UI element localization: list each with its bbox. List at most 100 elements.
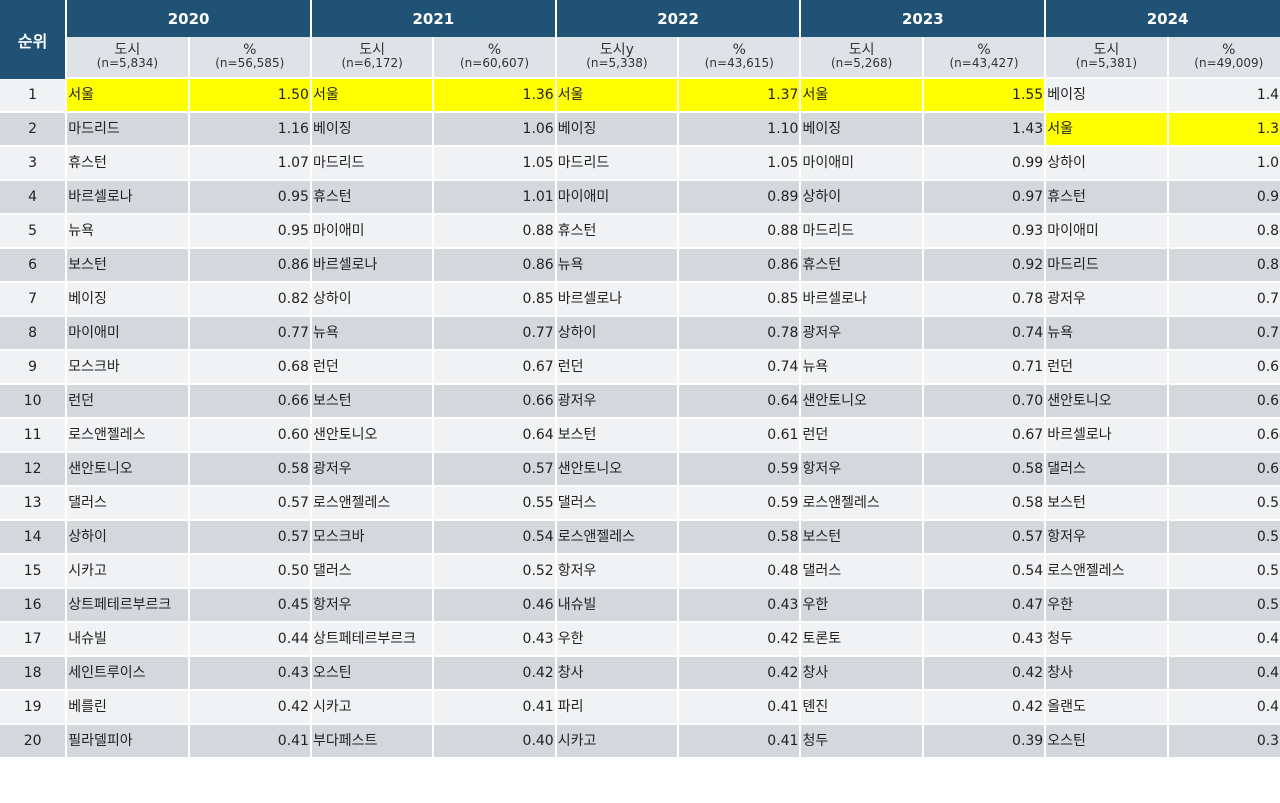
pct-cell: 0.41	[679, 691, 800, 725]
pct-cell: 0.64	[434, 419, 555, 453]
city-cell: 뉴욕	[1046, 317, 1167, 351]
city-cell: 댈러스	[556, 487, 678, 521]
year-header-2022: 2022	[556, 0, 800, 37]
pct-cell: 0.56	[1168, 555, 1280, 589]
pct-cell: 0.88	[679, 215, 800, 249]
pct-cell: 0.60	[189, 419, 310, 453]
pct-cell: 0.46	[1168, 657, 1280, 691]
rank-cell: 19	[0, 691, 66, 725]
pct-cell: 0.56	[1168, 521, 1280, 555]
pct-sample-size: (n=43,615)	[704, 56, 774, 70]
city-cell: 뉴욕	[67, 215, 188, 249]
city-cell: 파리	[556, 691, 678, 725]
city-cell: 상하이	[801, 181, 922, 215]
city-cell: 우한	[801, 589, 922, 623]
city-cell: 베이징	[801, 113, 922, 147]
pct-subheader-2023: % (n=43,427)	[923, 37, 1045, 79]
pct-cell: 0.64	[1168, 419, 1280, 453]
city-cell: 보스턴	[556, 419, 678, 453]
pct-cell: 0.86	[189, 249, 310, 283]
city-subheader-label: 도시y	[599, 42, 634, 58]
pct-cell: 0.74	[923, 317, 1045, 351]
rank-cell: 15	[0, 555, 66, 589]
pct-cell: 0.50	[189, 555, 310, 589]
city-cell: 시카고	[556, 725, 678, 759]
pct-cell: 0.59	[679, 453, 800, 487]
pct-cell: 0.39	[923, 725, 1045, 759]
city-cell: 베이징	[556, 113, 678, 147]
city-cell: 서울	[311, 79, 433, 113]
pct-cell: 1.43	[923, 113, 1045, 147]
city-ranking-table: 순위 2020 2021 2022 2023 2024 도시 (n=5,834)%…	[0, 0, 1280, 759]
city-subheader-2024: 도시 (n=5,381)	[1046, 37, 1167, 79]
city-cell: 창사	[1046, 657, 1167, 691]
pct-cell: 0.55	[1168, 589, 1280, 623]
city-subheader-2022: 도시y (n=5,338)	[556, 37, 678, 79]
city-cell: 청두	[801, 725, 922, 759]
pct-cell: 0.40	[434, 725, 555, 759]
pct-cell: 0.68	[189, 351, 310, 385]
pct-cell: 0.85	[679, 283, 800, 317]
city-cell: 시카고	[311, 691, 433, 725]
pct-cell: 0.42	[189, 691, 310, 725]
pct-cell: 0.48	[1168, 623, 1280, 657]
rank-cell: 20	[0, 725, 66, 759]
city-cell: 마드리드	[311, 147, 433, 181]
rank-cell: 2	[0, 113, 66, 147]
city-cell: 바르셀로나	[556, 283, 678, 317]
pct-cell: 0.78	[923, 283, 1045, 317]
city-cell: 보스턴	[67, 249, 188, 283]
city-sample-size: (n=5,338)	[586, 56, 648, 70]
pct-cell: 0.41	[189, 725, 310, 759]
pct-subheader-label: %	[1222, 42, 1236, 58]
pct-cell: 0.73	[1168, 317, 1280, 351]
rank-cell: 9	[0, 351, 66, 385]
pct-cell: 0.99	[923, 147, 1045, 181]
city-cell: 부다페스트	[311, 725, 433, 759]
rank-cell: 12	[0, 453, 66, 487]
pct-cell: 0.67	[923, 419, 1045, 453]
pct-cell: 0.86	[679, 249, 800, 283]
pct-cell: 1.36	[434, 79, 555, 113]
city-cell: 휴스턴	[556, 215, 678, 249]
pct-sample-size: (n=60,607)	[460, 56, 530, 70]
pct-cell: 1.06	[434, 113, 555, 147]
pct-cell: 0.57	[189, 521, 310, 555]
city-cell: 베이징	[67, 283, 188, 317]
pct-cell: 0.41	[434, 691, 555, 725]
pct-cell: 1.40	[1168, 79, 1280, 113]
city-cell: 런던	[801, 419, 922, 453]
city-cell: 마이애미	[311, 215, 433, 249]
pct-cell: 0.78	[679, 317, 800, 351]
year-header-2021: 2021	[311, 0, 555, 37]
city-cell: 댈러스	[1046, 453, 1167, 487]
city-cell: 보스턴	[801, 521, 922, 555]
pct-cell: 0.77	[434, 317, 555, 351]
city-cell: 시카고	[67, 555, 188, 589]
city-cell: 런던	[1046, 351, 1167, 385]
city-cell: 창사	[801, 657, 922, 691]
pct-cell: 0.71	[923, 351, 1045, 385]
city-cell: 댈러스	[311, 555, 433, 589]
pct-cell: 0.43	[679, 589, 800, 623]
pct-cell: 1.16	[189, 113, 310, 147]
pct-cell: 0.41	[679, 725, 800, 759]
pct-cell: 0.42	[679, 657, 800, 691]
pct-cell: 0.77	[189, 317, 310, 351]
pct-cell: 0.44	[189, 623, 310, 657]
city-cell: 바르셀로나	[67, 181, 188, 215]
pct-cell: 0.67	[1168, 351, 1280, 385]
pct-cell: 0.98	[1168, 181, 1280, 215]
city-sample-size: (n=5,381)	[1075, 56, 1138, 70]
rank-cell: 11	[0, 419, 66, 453]
city-cell: 로스앤젤레스	[311, 487, 433, 521]
city-cell: 상하이	[311, 283, 433, 317]
city-cell: 모스크바	[311, 521, 433, 555]
pct-cell: 0.58	[679, 521, 800, 555]
